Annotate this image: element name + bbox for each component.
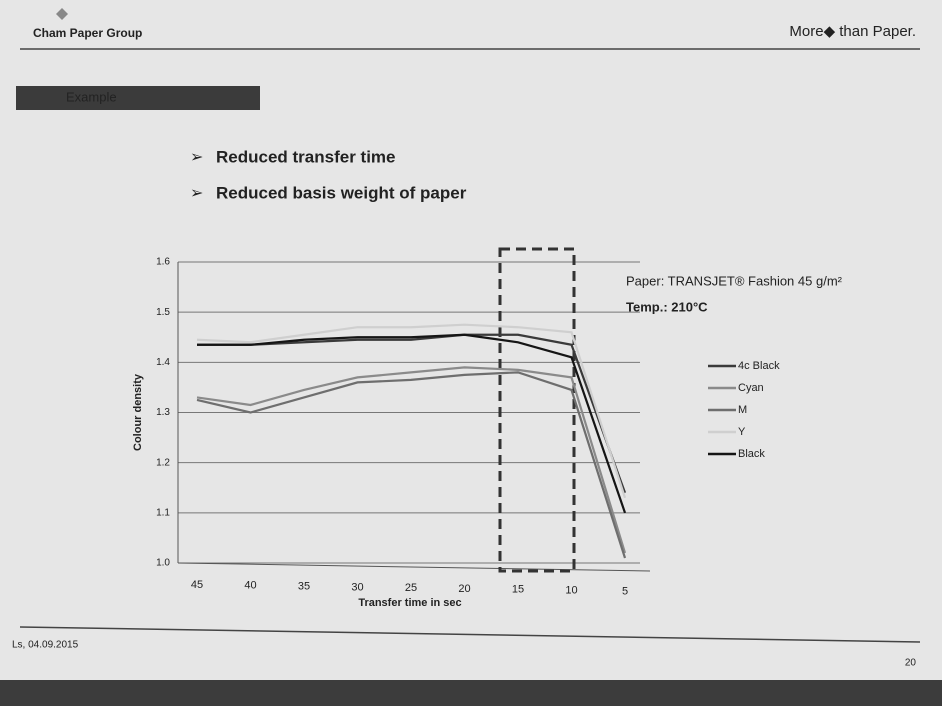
x-tick-label: 5: [622, 585, 628, 597]
legend-label: Cyan: [738, 382, 764, 394]
x-tick-label: 30: [351, 581, 363, 593]
footer-date: Ls, 04.09.2015: [12, 640, 79, 651]
legend-label: Black: [738, 448, 765, 460]
bullet: Reduced basis weight of paper: [216, 183, 467, 202]
section-label: Example: [66, 89, 117, 104]
x-tick-label: 25: [405, 582, 417, 594]
company-name: Cham Paper Group: [33, 26, 142, 40]
y-tick-label: 1.2: [156, 457, 170, 468]
slide: Cham Paper Group More◆ than Paper. Examp…: [0, 0, 942, 706]
x-tick-label: 20: [458, 583, 470, 595]
bullet: Reduced transfer time: [216, 147, 396, 166]
y-tick-label: 1.0: [156, 558, 170, 569]
x-tick-label: 15: [512, 584, 524, 596]
legend-label: Y: [738, 426, 746, 438]
x-tick-label: 35: [298, 581, 310, 593]
photo-edge: [0, 680, 942, 706]
annotation: Temp.: 210°C: [626, 299, 708, 314]
y-tick-label: 1.5: [156, 307, 170, 318]
tagline: More◆ than Paper.: [789, 23, 916, 40]
x-tick-label: 10: [565, 585, 577, 597]
annotation: Paper: TRANSJET® Fashion 45 g/m²: [626, 273, 843, 288]
bullet-marker: ➢: [190, 185, 203, 202]
y-tick-label: 1.6: [156, 257, 170, 268]
bullet-marker: ➢: [190, 149, 203, 166]
x-tick-label: 40: [244, 580, 256, 592]
y-tick-label: 1.4: [156, 357, 170, 368]
y-axis-title: Colour density: [132, 373, 144, 451]
legend-label: M: [738, 404, 747, 416]
x-tick-label: 45: [191, 579, 203, 591]
legend-label: 4c Black: [738, 360, 780, 372]
page-number: 20: [905, 658, 917, 669]
y-tick-label: 1.1: [156, 507, 170, 518]
x-axis-title: Transfer time in sec: [358, 597, 461, 609]
section-bar: [16, 86, 260, 110]
y-tick-label: 1.3: [156, 407, 170, 418]
